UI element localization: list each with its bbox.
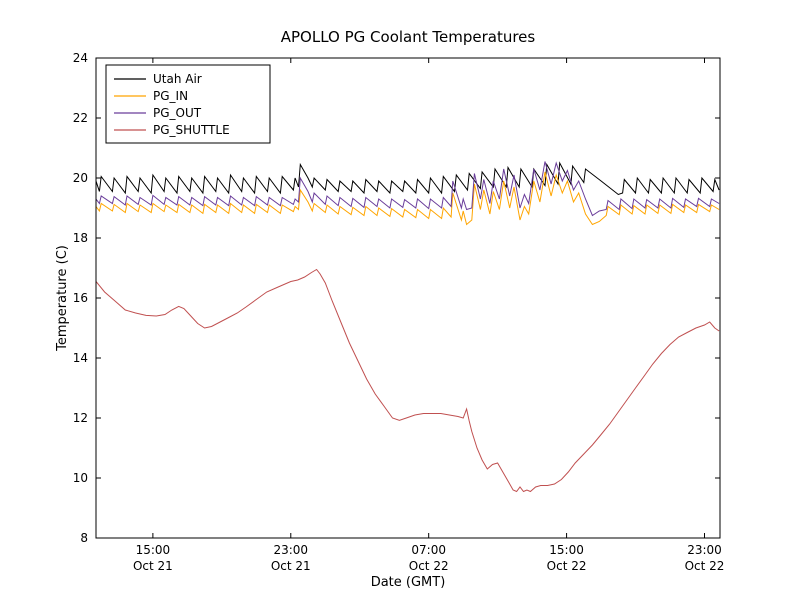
x-tick-time-label: 23:00 [687, 543, 722, 557]
y-tick-label: 16 [73, 291, 88, 305]
y-axis-label: Temperature (C) [55, 245, 70, 352]
legend: Utah Air PG_IN PG_OUT PG_SHUTTLE [105, 64, 271, 144]
y-tick-label: 10 [73, 471, 88, 485]
legend-label: Utah Air [153, 72, 202, 86]
legend-label: PG_OUT [153, 106, 202, 120]
y-tick-label: 14 [73, 351, 88, 365]
x-tick-time-label: 07:00 [411, 543, 446, 557]
x-tick-date-label: Oct 22 [409, 559, 449, 573]
series-pg-shuttle [96, 268, 720, 493]
series-pg-in [96, 171, 720, 226]
x-tick-time-label: 23:00 [273, 543, 308, 557]
legend-label: PG_SHUTTLE [153, 123, 230, 137]
x-tick-date-label: Oct 21 [133, 559, 173, 573]
y-tick-label: 20 [73, 171, 88, 185]
chart-title: APOLLO PG Coolant Temperatures [281, 28, 536, 46]
y-tick-label: 8 [80, 531, 88, 545]
x-tick-date-label: Oct 22 [547, 559, 587, 573]
x-tick-time-label: 15:00 [136, 543, 171, 557]
y-tick-label: 18 [73, 231, 88, 245]
x-tick-date-label: Oct 21 [271, 559, 311, 573]
y-tick-label: 24 [73, 51, 88, 65]
series-pg-out [96, 161, 720, 217]
legend-label: PG_IN [153, 89, 188, 103]
plot-axes: 8 10 12 14 16 18 20 22 24 15:00 Oct 21 23:00 Oct 21 0… [73, 51, 725, 573]
x-tick-date-label: Oct 22 [685, 559, 725, 573]
y-tick-label: 12 [73, 411, 88, 425]
y-tick-label: 22 [73, 111, 88, 125]
x-axis-label: Date (GMT) [371, 575, 446, 590]
x-tick-time-label: 15:00 [549, 543, 584, 557]
series-utah-air [96, 161, 720, 196]
